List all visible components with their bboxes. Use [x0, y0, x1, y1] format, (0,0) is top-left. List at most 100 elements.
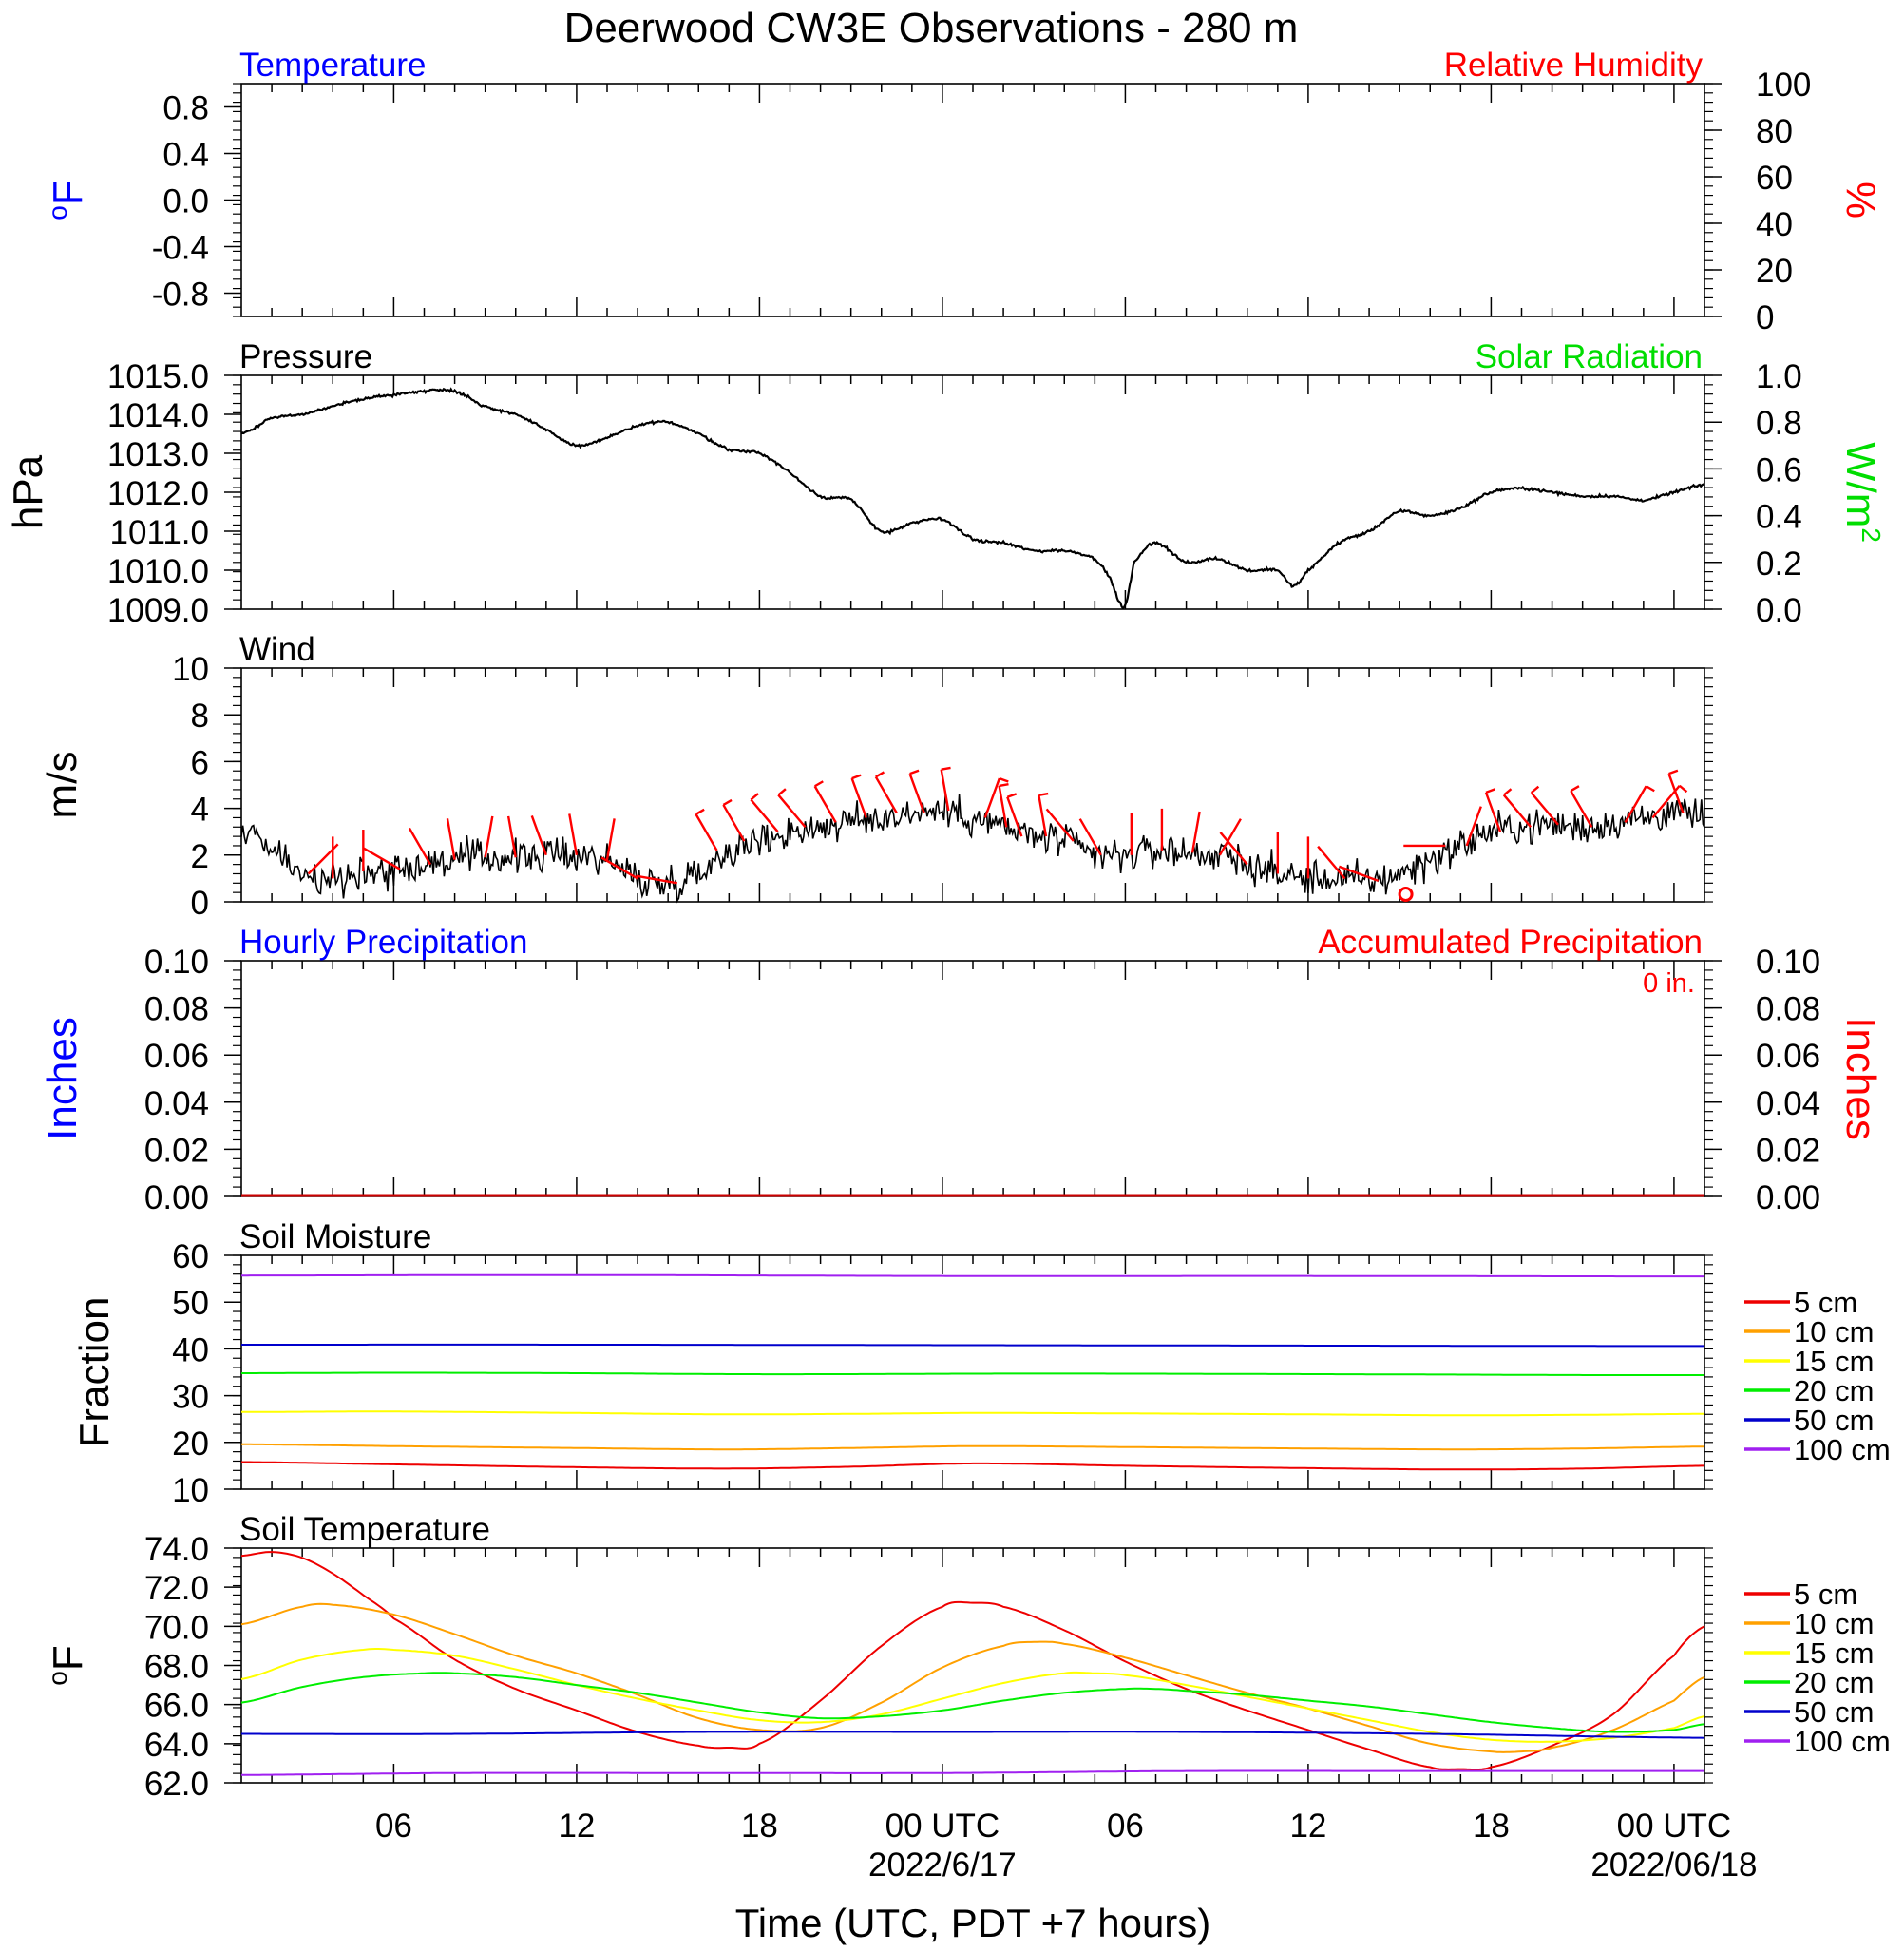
wind-barb: [446, 818, 456, 860]
legend-label: 15 cm: [1794, 1345, 1874, 1378]
y-tick-label-right: 40: [1756, 206, 1793, 243]
x-tick-label: 18: [1473, 1808, 1510, 1845]
wind-speed-line: [240, 794, 1705, 904]
x-axis-label: Time (UTC, PDT +7 hours): [735, 1901, 1211, 1945]
temp-ylabel-right: %: [1837, 182, 1884, 219]
y-tick-label-right: 0.08: [1756, 991, 1820, 1028]
wind-barb: [940, 769, 950, 812]
y-tick-label-left: 50: [172, 1285, 209, 1322]
soilt-panel: 74.072.070.068.066.064.062.0 Soil Tempera…: [43, 1511, 1891, 1803]
soilt-ylabel-left: oF: [43, 1645, 91, 1685]
legend-label: 10 cm: [1794, 1607, 1874, 1640]
wind-barb: [1667, 773, 1685, 813]
wind-barb: [722, 804, 746, 842]
wind-barb: [408, 827, 431, 866]
wind-barb: [983, 777, 1001, 818]
y-tick-label-left: 1011.0: [110, 514, 209, 551]
pressure-ylabel-left: hPa: [5, 454, 51, 529]
x-tick-label: 12: [1289, 1808, 1326, 1845]
wind-barb: [850, 777, 867, 818]
wind-frame: [240, 667, 1705, 903]
y-tick-label-right: 0.04: [1756, 1085, 1820, 1122]
x-tick-label: 00 UTC: [1617, 1808, 1732, 1845]
y-tick-label-left: 64.0: [144, 1727, 209, 1764]
wind-barb-flag: [695, 808, 705, 815]
y-tick-label-left: 10: [172, 651, 209, 688]
wind-barb-flag: [777, 788, 787, 796]
y-tick-label-left: 2: [191, 838, 209, 875]
series-line: [241, 1343, 1704, 1348]
wind-barb: [1338, 865, 1380, 882]
y-tick-label-left: 1013.0: [107, 436, 209, 473]
legend-label: 15 cm: [1794, 1636, 1874, 1670]
soilm-title-left: Soil Moisture: [239, 1218, 431, 1255]
pressure-panel: 1015.01014.01013.01012.01011.01010.01009…: [5, 338, 1886, 629]
temp-title-left: Temperature: [239, 47, 426, 84]
precip-ylabel-right: Inches: [1837, 1017, 1884, 1140]
y-tick-label-left: 0.0: [162, 183, 209, 220]
y-tick-label-right: 60: [1756, 160, 1793, 197]
y-tick-label-right: 100: [1756, 67, 1811, 104]
series-line: [241, 1769, 1704, 1776]
temp-title-right: Relative Humidity: [1444, 47, 1704, 84]
pressure-title-right: Solar Radiation: [1476, 338, 1703, 375]
temp-frame: [240, 83, 1705, 317]
series-line: [240, 1551, 1705, 1771]
series-line: [241, 1461, 1704, 1471]
wind-barb-flag: [909, 769, 920, 775]
wind-barb: [908, 773, 925, 813]
legend-label: 100 cm: [1794, 1725, 1891, 1758]
y-tick-label-left: 0.04: [144, 1085, 209, 1122]
y-tick-label-left: 0: [191, 885, 209, 922]
y-tick-label-left: 1010.0: [107, 553, 209, 590]
legend-label: 5 cm: [1794, 1286, 1857, 1319]
x-tick-label: 00 UTC: [885, 1808, 1000, 1845]
y-tick-label-right: 0.00: [1756, 1179, 1820, 1216]
temp-panel: 0.8 0.4 0.0 -0.4 -0.8 100 80 60 40 20 0 Temperature…: [43, 47, 1884, 336]
legend-label: 50 cm: [1794, 1404, 1874, 1437]
wind-barb: [530, 815, 547, 856]
precip-panel: 0.10 0.08 0.06 0.04 0.02 0.00 0.10 0.08 0.06 0.04…: [39, 924, 1884, 1216]
wind-barb: [1570, 790, 1593, 828]
y-tick-label-right: 0.6: [1756, 451, 1802, 488]
figure-title: Deerwood CW3E Observations - 280 m: [564, 5, 1299, 51]
x-tick-label: 06: [1107, 1808, 1144, 1845]
legend-label: 10 cm: [1794, 1315, 1874, 1348]
x-tick-label: 18: [741, 1808, 778, 1845]
y-tick-label-left: -0.8: [152, 277, 209, 314]
y-tick-label-right: 0.0: [1756, 592, 1802, 629]
wind-barb: [636, 874, 678, 885]
wind-barb: [998, 785, 1008, 828]
wind-barb: [813, 785, 837, 823]
y-tick-label-left: 0.02: [144, 1132, 209, 1169]
wind-barb-flag: [814, 780, 824, 788]
x-tick-label: 12: [558, 1808, 595, 1845]
y-tick-label-left: -0.4: [152, 230, 209, 267]
y-tick-label-left: 60: [172, 1238, 209, 1275]
y-tick-label-left: 72.0: [144, 1570, 209, 1607]
pressure-ylabel-right: W/m2: [1837, 442, 1886, 543]
precip-ylabel-left: Inches: [39, 1017, 86, 1140]
wind-barb-flag: [1570, 785, 1580, 793]
wind-barb: [363, 847, 401, 870]
wind-barb: [1219, 832, 1248, 866]
wind-barb-flag: [999, 783, 1009, 788]
wind-barb: [1218, 818, 1242, 856]
wind-barb-flag: [722, 798, 733, 806]
wind-barb-flag: [1038, 792, 1049, 796]
wind-barb-calm: [1398, 887, 1414, 902]
wind-barb: [1465, 806, 1482, 847]
y-tick-label-left: 68.0: [144, 1649, 209, 1686]
wind-barb: [1317, 845, 1346, 880]
precip-title-right: Accumulated Precipitation: [1318, 924, 1703, 961]
precip-title-left: Hourly Precipitation: [239, 924, 527, 961]
wind-barb-flag: [1645, 785, 1655, 793]
wind-barb: [1530, 792, 1559, 826]
wind-barb-flag: [1503, 788, 1513, 796]
y-tick-label-left: 0.00: [144, 1179, 209, 1216]
wind-barb: [1484, 792, 1502, 832]
y-tick-label-left: 70.0: [144, 1609, 209, 1646]
wind-barb-flag: [750, 793, 759, 801]
